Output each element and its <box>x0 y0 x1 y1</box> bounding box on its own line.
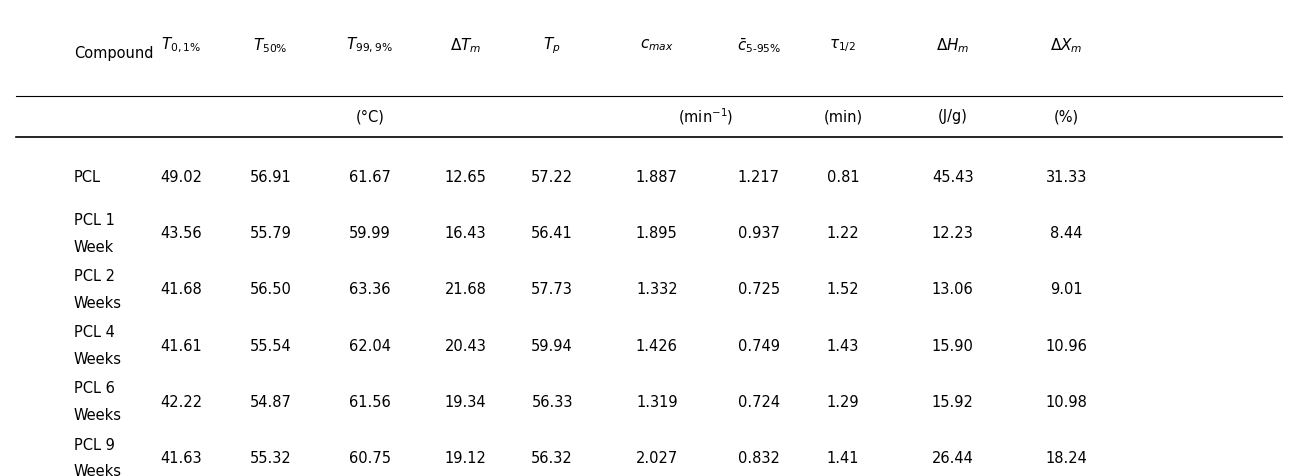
Text: 56.41: 56.41 <box>531 226 572 241</box>
Text: 62.04: 62.04 <box>349 338 391 354</box>
Text: 42.22: 42.22 <box>160 395 202 410</box>
Text: 1.895: 1.895 <box>636 226 678 241</box>
Text: 45.43: 45.43 <box>932 170 974 185</box>
Text: 1.426: 1.426 <box>636 338 678 354</box>
Text: (%): (%) <box>1054 109 1079 124</box>
Text: Weeks: Weeks <box>74 296 122 311</box>
Text: 56.33: 56.33 <box>531 395 572 410</box>
Text: 0.725: 0.725 <box>737 282 780 298</box>
Text: 10.98: 10.98 <box>1045 395 1088 410</box>
Text: 0.724: 0.724 <box>737 395 780 410</box>
Text: 12.23: 12.23 <box>932 226 974 241</box>
Text: 0.81: 0.81 <box>827 170 859 185</box>
Text: 15.90: 15.90 <box>932 338 974 354</box>
Text: 1.29: 1.29 <box>827 395 859 410</box>
Text: 55.79: 55.79 <box>249 226 291 241</box>
Text: 1.22: 1.22 <box>827 226 859 241</box>
Text: 41.63: 41.63 <box>161 451 202 466</box>
Text: 56.50: 56.50 <box>249 282 291 298</box>
Text: 1.319: 1.319 <box>636 395 678 410</box>
Text: 19.34: 19.34 <box>445 395 487 410</box>
Text: 43.56: 43.56 <box>161 226 202 241</box>
Text: 18.24: 18.24 <box>1045 451 1088 466</box>
Text: 15.92: 15.92 <box>932 395 974 410</box>
Text: 1.43: 1.43 <box>827 338 859 354</box>
Text: 26.44: 26.44 <box>932 451 974 466</box>
Text: $\mathit{T}_{99,9\%}$: $\mathit{T}_{99,9\%}$ <box>347 36 393 55</box>
Text: 8.44: 8.44 <box>1050 226 1083 241</box>
Text: $\Delta \mathit{T}_{m}$: $\Delta \mathit{T}_{m}$ <box>450 36 482 55</box>
Text: 59.99: 59.99 <box>349 226 391 241</box>
Text: 61.56: 61.56 <box>349 395 391 410</box>
Text: 57.73: 57.73 <box>531 282 572 298</box>
Text: 41.68: 41.68 <box>160 282 202 298</box>
Text: 9.01: 9.01 <box>1050 282 1083 298</box>
Text: 0.832: 0.832 <box>739 451 780 466</box>
Text: 12.65: 12.65 <box>444 170 487 185</box>
Text: 2.027: 2.027 <box>636 451 678 466</box>
Text: 1.217: 1.217 <box>737 170 780 185</box>
Text: 16.43: 16.43 <box>445 226 487 241</box>
Text: 57.22: 57.22 <box>531 170 574 185</box>
Text: 31.33: 31.33 <box>1046 170 1088 185</box>
Text: Weeks: Weeks <box>74 352 122 367</box>
Text: 55.32: 55.32 <box>249 451 291 466</box>
Text: PCL 2: PCL 2 <box>74 269 114 284</box>
Text: PCL 1: PCL 1 <box>74 213 114 228</box>
Text: (min): (min) <box>823 109 862 124</box>
Text: 20.43: 20.43 <box>444 338 487 354</box>
Text: $\Delta \mathit{X}_{m}$: $\Delta \mathit{X}_{m}$ <box>1050 36 1083 55</box>
Text: (°C): (°C) <box>356 109 384 124</box>
Text: 21.68: 21.68 <box>444 282 487 298</box>
Text: 56.91: 56.91 <box>249 170 291 185</box>
Text: 1.52: 1.52 <box>827 282 859 298</box>
Text: (min$^{-1}$): (min$^{-1}$) <box>678 107 733 127</box>
Text: 1.887: 1.887 <box>636 170 678 185</box>
Text: (J/g): (J/g) <box>937 109 968 124</box>
Text: 0.937: 0.937 <box>739 226 780 241</box>
Text: Weeks: Weeks <box>74 465 122 476</box>
Text: 56.32: 56.32 <box>531 451 572 466</box>
Text: 49.02: 49.02 <box>160 170 202 185</box>
Text: $\mathit{T}_{50\%}$: $\mathit{T}_{50\%}$ <box>253 36 288 55</box>
Text: PCL 6: PCL 6 <box>74 381 114 397</box>
Text: PCL: PCL <box>74 170 101 185</box>
Text: 60.75: 60.75 <box>349 451 391 466</box>
Text: Week: Week <box>74 239 114 255</box>
Text: 59.94: 59.94 <box>531 338 572 354</box>
Text: PCL 9: PCL 9 <box>74 437 114 453</box>
Text: $\Delta \mathit{H}_{m}$: $\Delta \mathit{H}_{m}$ <box>936 36 970 55</box>
Text: $\bar{\mathit{c}}_{5\text{-}95\%}$: $\bar{\mathit{c}}_{5\text{-}95\%}$ <box>737 36 781 55</box>
Text: 41.61: 41.61 <box>160 338 202 354</box>
Text: $\mathit{T}_{p}$: $\mathit{T}_{p}$ <box>544 35 561 56</box>
Text: 13.06: 13.06 <box>932 282 974 298</box>
Text: 1.332: 1.332 <box>636 282 678 298</box>
Text: PCL 4: PCL 4 <box>74 325 114 340</box>
Text: 63.36: 63.36 <box>349 282 391 298</box>
Text: $\mathit{T}_{0,1\%}$: $\mathit{T}_{0,1\%}$ <box>161 36 201 55</box>
Text: $\mathit{c}_{max}$: $\mathit{c}_{max}$ <box>640 38 674 53</box>
Text: 10.96: 10.96 <box>1045 338 1088 354</box>
Text: 54.87: 54.87 <box>249 395 291 410</box>
Text: 1.41: 1.41 <box>827 451 859 466</box>
Text: 61.67: 61.67 <box>349 170 391 185</box>
Text: 55.54: 55.54 <box>249 338 291 354</box>
Text: $\mathit{\tau}_{1/2}$: $\mathit{\tau}_{1/2}$ <box>829 37 857 54</box>
Text: 0.749: 0.749 <box>737 338 780 354</box>
Text: 19.12: 19.12 <box>444 451 487 466</box>
Text: Weeks: Weeks <box>74 408 122 423</box>
Text: Compound: Compound <box>74 46 153 61</box>
